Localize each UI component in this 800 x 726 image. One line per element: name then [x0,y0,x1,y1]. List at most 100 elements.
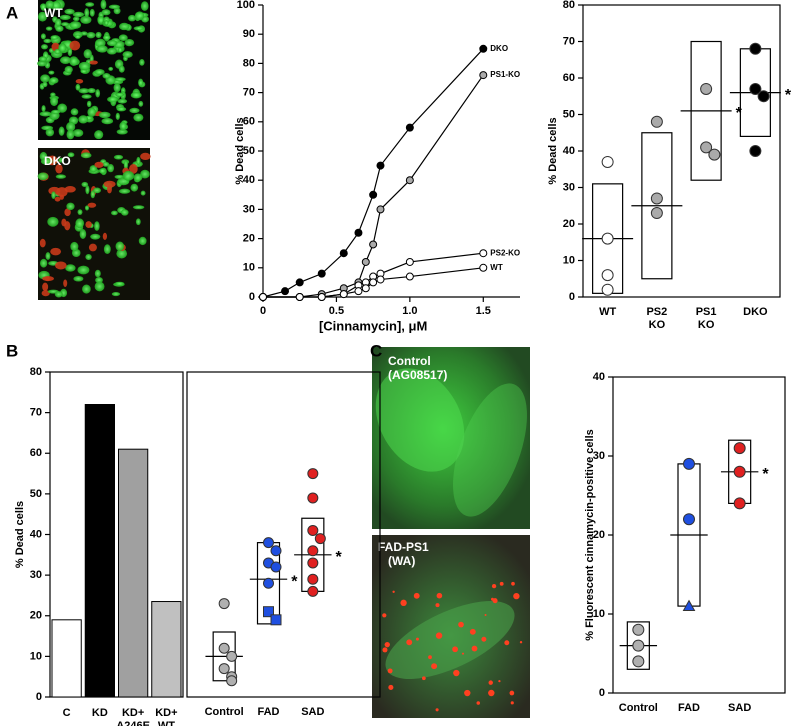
cell [55,25,64,32]
image-label: Control [388,354,431,368]
cell [100,0,107,10]
cell [102,161,110,167]
y-axis-label: % Dead cells [14,501,26,568]
data-point [650,207,663,220]
data-point [281,287,290,296]
data-point [733,465,746,478]
cell [55,18,62,27]
cell [135,11,145,21]
data-point [405,272,414,281]
data-point [405,123,414,132]
cell [140,152,151,160]
cell [58,126,65,136]
cell [95,31,102,39]
y-tick-label: 60 [30,447,42,459]
cell [41,290,50,297]
granule [464,689,471,697]
micrograph [372,535,530,718]
x-tick-label: KO [649,319,666,331]
y-tick-label: 10 [593,608,605,620]
y-tick-label: 80 [563,0,575,11]
cell [50,247,62,256]
cell [84,205,90,211]
data-point [700,141,713,154]
granule [513,592,520,600]
cell [133,113,144,122]
cell [42,81,48,88]
significance-mark: * [762,466,769,483]
cell [37,172,49,181]
cell [98,168,106,174]
x-tick-label: KD+ [155,707,177,719]
data-point [479,263,488,272]
cell [130,183,139,192]
cell [49,77,59,84]
data-point [317,293,326,301]
y-tick-label: 10 [243,262,255,274]
cell [95,277,103,284]
granule [387,668,393,674]
granule [488,680,493,685]
panel-label: B [6,341,18,360]
significance-mark: * [736,105,743,122]
data-point [708,148,721,161]
granule [488,689,495,697]
granule [436,592,443,599]
cell [45,128,55,137]
y-tick-label: 20 [563,218,575,230]
cell [84,8,90,18]
cell [129,107,140,114]
cell [107,96,119,103]
cell [74,34,81,39]
y-tick-label: 60 [243,116,255,128]
data-point [405,176,414,185]
granule [400,599,407,606]
cell [45,26,53,31]
data-point [295,293,304,301]
data-point [307,545,319,557]
cell [80,15,92,24]
cell [102,232,108,240]
cell [70,241,79,252]
cell [61,22,70,27]
data-point [405,257,414,266]
granule [511,581,515,586]
data-point [749,145,762,157]
data-point [479,249,488,258]
x-tick-label: Control [205,706,244,718]
data-point [601,155,614,168]
cell [72,129,84,137]
cell [40,258,48,268]
cell [72,11,85,18]
bar [84,404,116,698]
y-tick-label: 20 [30,610,42,622]
data-point [307,468,319,480]
cell [87,107,96,118]
cell [138,100,144,107]
series-label: PS2-KO [490,248,520,257]
data-point [270,545,282,557]
micrograph [37,148,151,300]
cell [114,281,125,286]
cell [55,261,67,270]
x-tick-label: 1.5 [476,305,491,317]
cell [78,61,91,71]
cell [133,26,144,31]
cell [42,282,49,292]
data-point [682,599,696,611]
data-point [749,42,762,55]
data-point [226,675,238,687]
cell [115,241,125,251]
cell [89,8,95,17]
data-point [354,228,363,237]
data-point [361,257,370,266]
bar [117,448,149,698]
granule [452,646,458,653]
data-point [339,290,348,299]
x-tick-label: KD+ [122,707,144,719]
cell [64,208,71,217]
cell [113,7,121,15]
cell [50,96,59,107]
cell [77,265,90,275]
cell [73,275,84,282]
